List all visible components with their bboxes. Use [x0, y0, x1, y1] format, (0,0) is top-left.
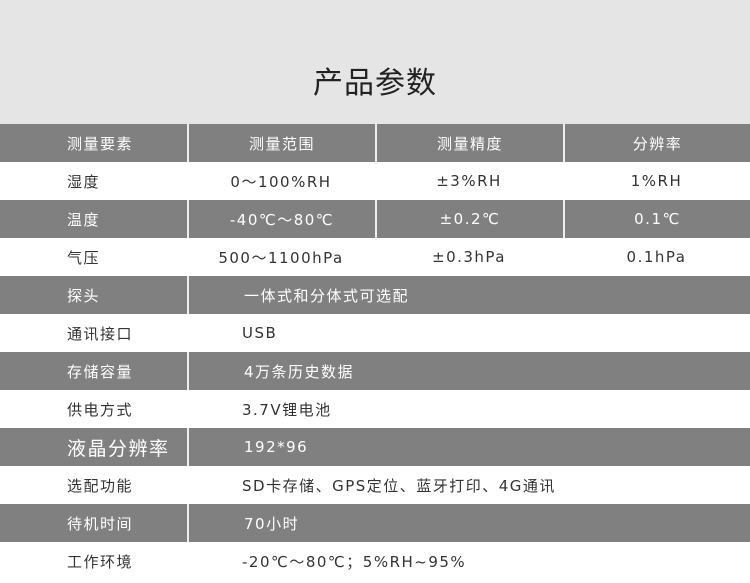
column-header: 测量要素 — [67, 134, 134, 153]
cell-range: -40℃～80℃ — [187, 200, 375, 238]
row-label: 选配功能 — [67, 476, 134, 495]
row-label: 待机时间 — [67, 514, 134, 533]
table-row: 通讯接口 USB — [0, 314, 750, 352]
row-label: 工作环境 — [67, 552, 134, 571]
page-title: 产品参数 — [313, 66, 437, 101]
spec-table: 测量要素 测量范围 测量精度 分辨率 湿度 0～100%RH ±3%RH 1%R… — [0, 124, 750, 580]
row-value: -20℃～80℃；5%RH~95% — [242, 552, 467, 571]
table-row: 探头 一体式和分体式可选配 — [0, 276, 750, 314]
cell-resolution: 0.1℃ — [563, 200, 750, 238]
row-value: USB — [242, 324, 278, 342]
table-row: 工作环境 -20℃～80℃；5%RH~95% — [0, 542, 750, 580]
row-value: 70小时 — [187, 504, 750, 542]
row-label: 液晶分辨率 — [67, 437, 170, 460]
row-label: 湿度 — [67, 172, 101, 191]
table-row: 气压 500～1100hPa ±0.3hPa 0.1hPa — [0, 238, 750, 276]
cell-accuracy: ±0.3hPa — [432, 248, 506, 266]
table-row: 存储容量 4万条历史数据 — [0, 352, 750, 390]
cell-accuracy: ±0.2℃ — [375, 200, 563, 238]
cell-range: 500～1100hPa — [218, 248, 344, 267]
row-label: 探头 — [67, 286, 101, 305]
table-row: 温度 -40℃～80℃ ±0.2℃ 0.1℃ — [0, 200, 750, 238]
row-label: 气压 — [67, 248, 101, 267]
table-row: 湿度 0～100%RH ±3%RH 1%RH — [0, 162, 750, 200]
row-value: 4万条历史数据 — [187, 352, 750, 390]
row-label: 存储容量 — [67, 362, 134, 381]
cell-range: 0～100%RH — [230, 172, 332, 191]
row-label: 通讯接口 — [67, 324, 134, 343]
row-value: 一体式和分体式可选配 — [187, 276, 750, 314]
cell-accuracy: ±3%RH — [436, 172, 502, 190]
table-row: 选配功能 SD卡存储、GPS定位、蓝牙打印、4G通讯 — [0, 466, 750, 504]
cell-resolution: 0.1hPa — [626, 248, 687, 266]
row-label: 供电方式 — [67, 400, 134, 419]
table-row: 待机时间 70小时 — [0, 504, 750, 542]
table-header-row: 测量要素 测量范围 测量精度 分辨率 — [0, 124, 750, 162]
cell-resolution: 1%RH — [630, 172, 683, 190]
row-value: 192*96 — [187, 428, 750, 466]
row-label: 温度 — [67, 210, 101, 229]
row-value: SD卡存储、GPS定位、蓝牙打印、4G通讯 — [242, 476, 556, 495]
table-row: 供电方式 3.7V锂电池 — [0, 390, 750, 428]
column-header: 测量范围 — [187, 124, 375, 162]
page-header: 产品参数 — [0, 0, 750, 124]
table-row: 液晶分辨率 192*96 — [0, 428, 750, 466]
column-header: 分辨率 — [563, 124, 750, 162]
row-value: 3.7V锂电池 — [242, 400, 332, 419]
column-header: 测量精度 — [375, 124, 563, 162]
